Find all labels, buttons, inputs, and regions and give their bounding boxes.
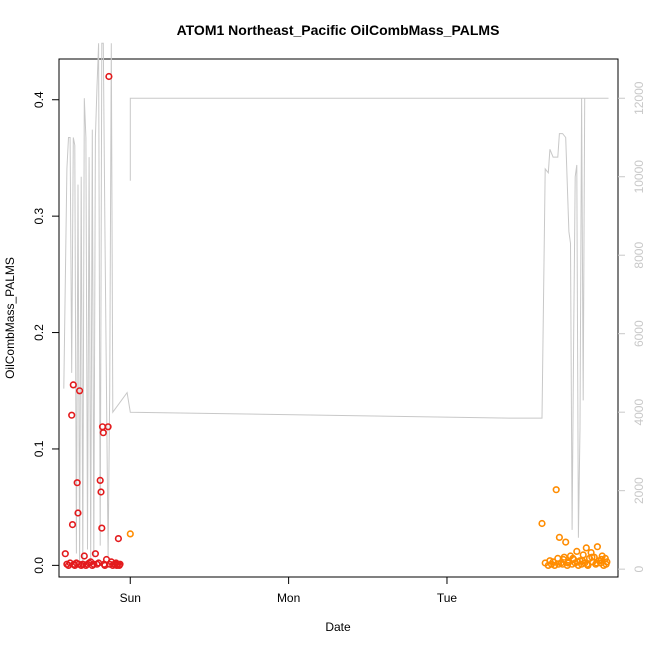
data-point bbox=[569, 554, 577, 563]
altitude-line-segment bbox=[129, 97, 609, 181]
data-point bbox=[583, 560, 591, 568]
data-point bbox=[555, 533, 564, 542]
data-point bbox=[105, 72, 113, 81]
y-right-tick-label: 2000 bbox=[632, 477, 646, 504]
data-point bbox=[579, 551, 587, 559]
chart-title: ATOM1 Northeast_Pacific OilCombMass_PALM… bbox=[177, 22, 500, 38]
y-right-tick-label: 4000 bbox=[632, 399, 646, 426]
data-point bbox=[546, 557, 554, 565]
data-point bbox=[578, 557, 587, 565]
x-tick-label: Mon bbox=[277, 591, 300, 605]
data-point bbox=[573, 547, 581, 556]
data-point bbox=[68, 411, 76, 419]
y-tick-label: 0.4 bbox=[32, 91, 46, 108]
data-point bbox=[593, 543, 602, 551]
data-point bbox=[61, 550, 69, 558]
points-layer bbox=[61, 72, 611, 570]
y-right-tick-label: 8000 bbox=[632, 242, 646, 269]
data-point bbox=[116, 560, 124, 568]
data-point bbox=[69, 381, 77, 389]
altitude-layer bbox=[63, 42, 609, 566]
data-point bbox=[114, 534, 122, 543]
data-point bbox=[592, 559, 601, 567]
data-point bbox=[590, 553, 598, 561]
x-axis-label: Date bbox=[325, 620, 351, 634]
plot-frame bbox=[58, 58, 619, 578]
data-point bbox=[597, 555, 606, 564]
data-point bbox=[126, 530, 134, 538]
data-point bbox=[91, 550, 99, 558]
data-point bbox=[68, 520, 77, 529]
data-point bbox=[559, 555, 568, 564]
y-right-tick-label: 0 bbox=[632, 565, 646, 572]
data-point bbox=[74, 509, 82, 517]
data-point bbox=[538, 519, 546, 528]
y-tick-label: 0.1 bbox=[32, 440, 46, 457]
data-point bbox=[96, 476, 104, 485]
right-axis: 0 2000 4000 6000 8000 10000 12000 bbox=[618, 81, 646, 572]
y-tick-label: 0.0 bbox=[32, 557, 46, 574]
data-point bbox=[602, 560, 610, 568]
x-axis: SatSunMonTue bbox=[120, 577, 458, 605]
data-point bbox=[588, 553, 596, 561]
data-point bbox=[554, 560, 563, 568]
data-point bbox=[80, 552, 88, 560]
y-right-tick-label: 10000 bbox=[632, 160, 646, 194]
data-point bbox=[104, 423, 112, 431]
x-tick-label: Sun bbox=[120, 591, 141, 605]
data-point bbox=[73, 479, 81, 487]
data-point bbox=[551, 561, 559, 570]
data-point bbox=[564, 559, 572, 567]
data-point bbox=[562, 538, 570, 546]
y-tick-label: 0.3 bbox=[32, 207, 46, 224]
data-point bbox=[99, 429, 107, 437]
x-tick-label: Tue bbox=[437, 591, 458, 605]
y-right-tick-label: 6000 bbox=[632, 320, 646, 347]
y-axis-label: OilCombMass_PALMS bbox=[3, 257, 17, 379]
altitude-line bbox=[63, 42, 586, 566]
y-tick-label: 0.2 bbox=[32, 324, 46, 341]
left-axis: 0.0 0.1 0.2 0.3 0.4 bbox=[32, 91, 59, 574]
y-right-tick-label: 12000 bbox=[632, 81, 646, 115]
data-point bbox=[97, 488, 105, 496]
data-point bbox=[552, 486, 560, 494]
data-point bbox=[98, 524, 106, 532]
data-point bbox=[582, 544, 590, 552]
data-point bbox=[75, 387, 84, 395]
